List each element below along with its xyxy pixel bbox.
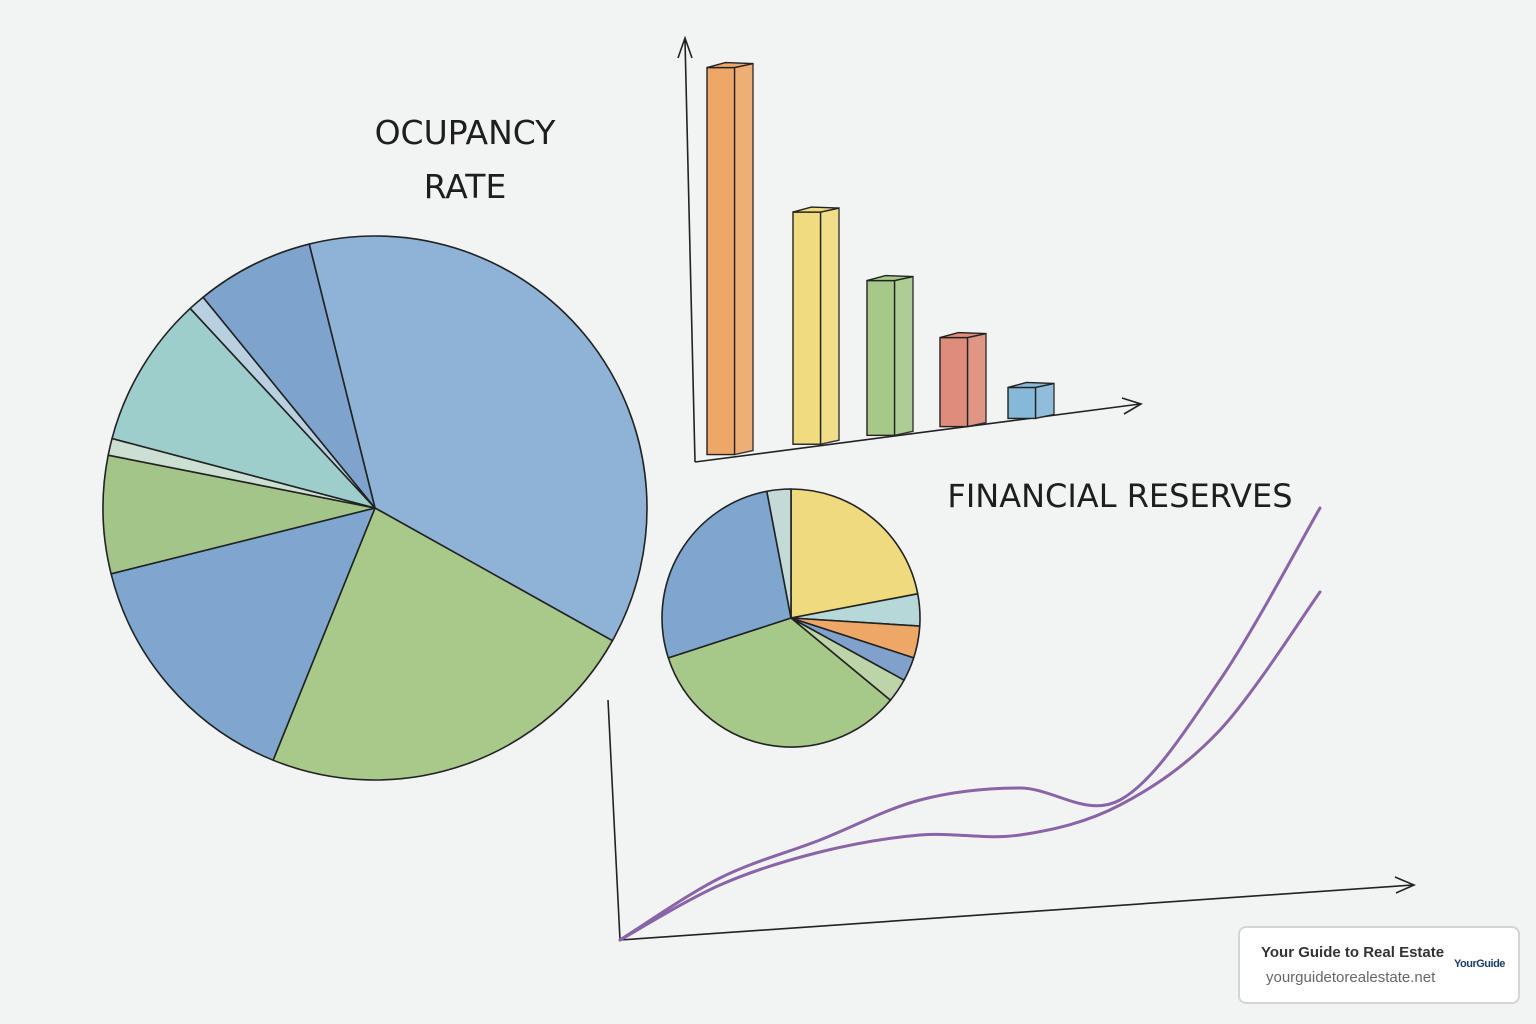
chart-title: OCUPANCY RATE [374, 113, 556, 207]
badge-url: yourguidetorealestate.net [1266, 969, 1436, 986]
bar-side [733, 62, 754, 456]
pie-slice [110, 507, 376, 761]
pie-slice [667, 617, 892, 748]
x-axis [694, 397, 1143, 463]
badge-title: Your Guide to Real Estate [1261, 944, 1445, 961]
pie-slice [202, 243, 376, 509]
pie-slice [272, 507, 614, 781]
bar-side [1034, 382, 1055, 420]
chart-title: FINANCIAL RESERVES [947, 477, 1293, 515]
bar [1007, 386, 1037, 420]
pie-slice [111, 307, 376, 509]
bar-side [819, 207, 840, 446]
pie-slice [790, 488, 919, 619]
bar-top [706, 61, 754, 69]
badge: Your Guide to Real Estate yourguidetorea… [1238, 926, 1520, 1004]
y-axis [607, 699, 621, 941]
pie-slice [102, 454, 376, 575]
bar-top [939, 331, 987, 339]
bar-side [893, 275, 914, 437]
bar-top [866, 274, 914, 282]
bar [792, 211, 822, 445]
x-axis [619, 876, 1417, 941]
y-axis [677, 35, 696, 463]
badge-logo: YourGuide [1454, 958, 1505, 970]
line-series [618, 590, 1322, 942]
bar [706, 66, 736, 456]
bar [939, 336, 969, 428]
bar-top [792, 206, 840, 213]
pie-slice [766, 488, 792, 619]
pie-slice [308, 235, 648, 642]
pie-slice [661, 490, 792, 659]
line-series [618, 506, 1322, 942]
bar-top [1007, 381, 1055, 389]
bar-side [966, 332, 987, 428]
bar [866, 279, 896, 437]
